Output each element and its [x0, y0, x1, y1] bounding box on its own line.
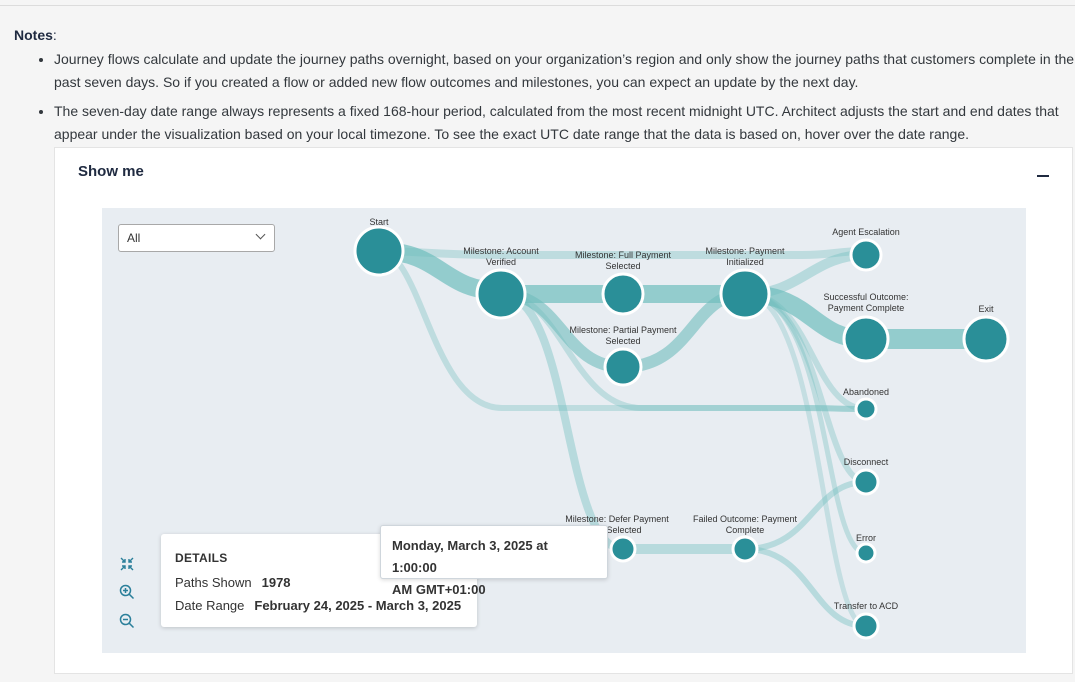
node-label: Complete [726, 525, 765, 535]
notes-list: Journey flows calculate and update the j… [36, 48, 1075, 152]
node-abandoned[interactable] [854, 397, 878, 421]
link-failed-disconnect [742, 479, 869, 552]
node-defer-payment[interactable] [609, 535, 637, 563]
node-label: Exit [978, 304, 994, 314]
node-label: Selected [605, 336, 640, 346]
note-item: The seven-day date range always represen… [54, 100, 1075, 146]
node-label: Initialized [726, 257, 764, 267]
notes-heading: Notes: [14, 27, 57, 43]
node-payment-initialized[interactable] [719, 268, 771, 320]
paths-shown-label: Paths Shown [175, 575, 252, 590]
node-label: Disconnect [844, 457, 889, 467]
note-item: Journey flows calculate and update the j… [54, 48, 1075, 94]
link-start-abandoned [376, 248, 869, 412]
paths-shown-row: Paths Shown 1978 [175, 575, 291, 590]
node-label: Milestone: Full Payment [575, 250, 672, 260]
node-label: Milestone: Defer Payment [565, 514, 669, 524]
node-label: Selected [606, 525, 641, 535]
node-label: Error [856, 533, 876, 543]
node-label: Verified [486, 257, 516, 267]
link-failed-transfer [742, 546, 869, 629]
zoom-out-icon[interactable] [118, 612, 136, 630]
panel-title: Show me [78, 163, 144, 180]
node-exit[interactable] [962, 315, 1010, 363]
minus-icon[interactable] [1035, 166, 1051, 182]
node-label: Transfer to ACD [834, 601, 899, 611]
node-label: Milestone: Partial Payment [569, 325, 677, 335]
node-failed-outcome[interactable] [731, 535, 759, 563]
journey-visualization: Start Milestone: Account Verified Milest… [102, 208, 1026, 653]
node-error[interactable] [855, 542, 877, 564]
journey-flow-graph: Start Milestone: Account Verified Milest… [353, 217, 1010, 640]
node-transfer-acd[interactable] [852, 612, 880, 640]
node-partial-payment[interactable] [603, 347, 643, 387]
date-range-tooltip: Monday, March 3, 2025 at 1:00:00 AM GMT+… [380, 525, 608, 597]
node-agent-escalation[interactable] [849, 238, 883, 272]
node-label: Start [369, 217, 389, 227]
node-successful-outcome[interactable] [842, 315, 890, 363]
zoom-in-icon[interactable] [118, 583, 136, 601]
node-label: Milestone: Payment [705, 246, 785, 256]
date-range-row[interactable]: Date Range February 24, 2025 - March 3, 2… [175, 598, 461, 613]
node-label: Failed Outcome: Payment [693, 514, 798, 524]
node-disconnect[interactable] [852, 468, 880, 496]
node-label: Agent Escalation [832, 227, 900, 237]
node-label: Abandoned [843, 387, 889, 397]
date-range-label: Date Range [175, 598, 245, 613]
node-start[interactable] [353, 225, 405, 277]
link-init-transfer [742, 291, 869, 629]
node-label: Payment Complete [828, 303, 905, 313]
top-divider [0, 5, 1075, 6]
tooltip-line: AM GMT+01:00 [392, 582, 486, 597]
tooltip-line: Monday, March 3, 2025 at 1:00:00 [392, 538, 548, 575]
chevron-down-icon [255, 229, 266, 240]
fit-icon[interactable] [118, 555, 136, 573]
node-label: Milestone: Account [463, 246, 539, 256]
node-label: Successful Outcome: [823, 292, 908, 302]
paths-shown-value: 1978 [261, 575, 291, 590]
details-heading: DETAILS [175, 551, 228, 565]
path-filter-select[interactable]: All [118, 224, 275, 252]
date-range-value[interactable]: February 24, 2025 - March 3, 2025 [254, 598, 462, 613]
link-init-disconnect [742, 291, 869, 485]
path-filter-value: All [127, 231, 141, 245]
node-full-payment[interactable] [601, 272, 645, 316]
link-start-escalation [375, 247, 870, 259]
show-me-panel: Show me [54, 147, 1073, 674]
link-account-abandoned [498, 291, 869, 412]
node-label: Selected [605, 261, 640, 271]
node-account-verified[interactable] [475, 268, 527, 320]
link-init-error [742, 291, 869, 556]
